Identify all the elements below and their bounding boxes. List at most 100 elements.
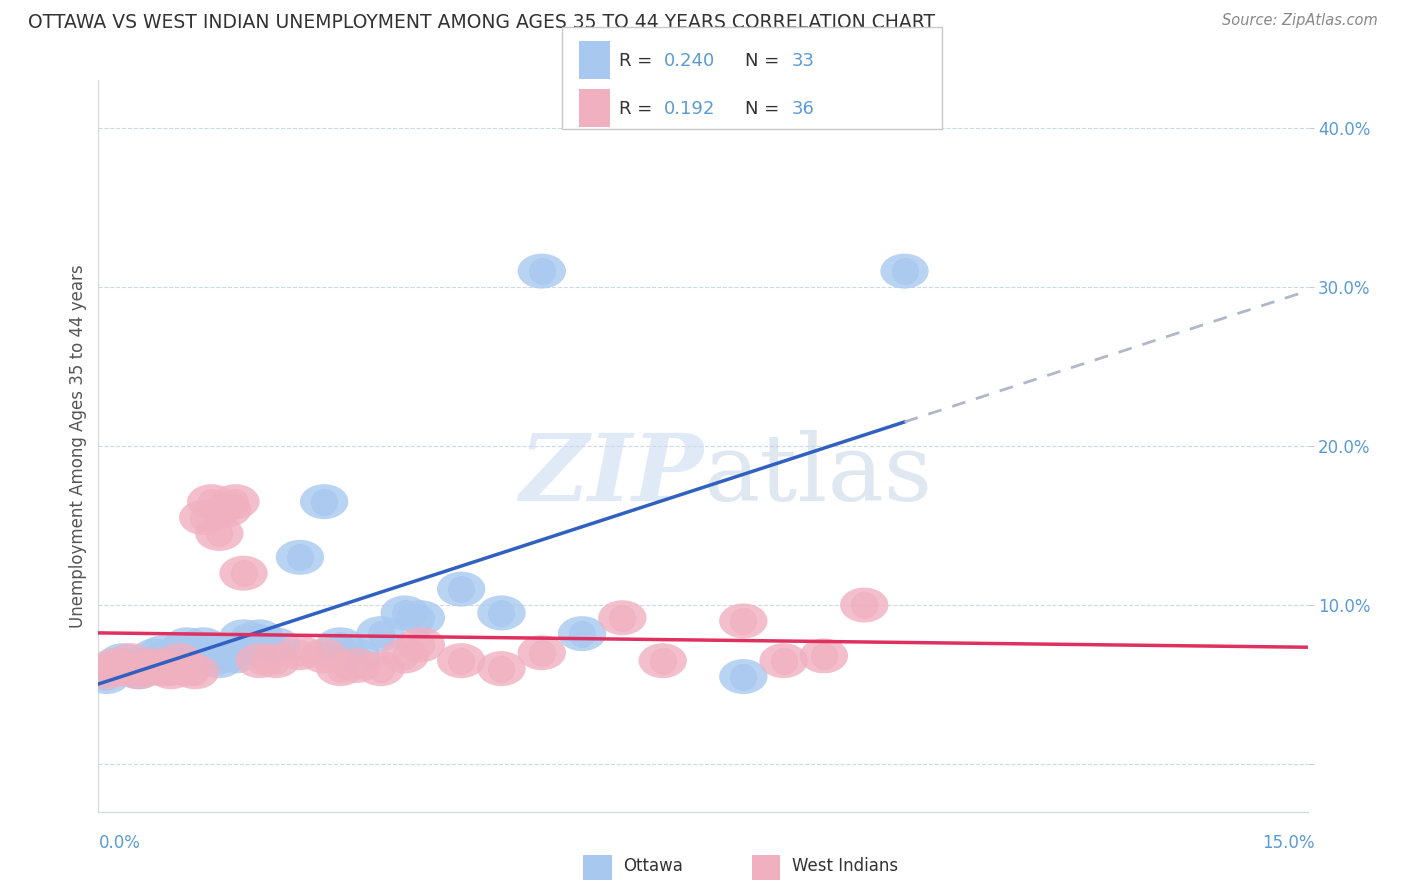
Ellipse shape <box>98 651 146 686</box>
Ellipse shape <box>299 639 349 673</box>
Ellipse shape <box>381 639 429 673</box>
Text: 33: 33 <box>792 52 814 70</box>
Ellipse shape <box>396 627 446 662</box>
Point <box>160 654 183 668</box>
Text: 36: 36 <box>792 100 814 118</box>
Text: N =: N = <box>745 100 785 118</box>
Point <box>184 648 207 663</box>
Point <box>143 658 166 673</box>
Point <box>344 658 367 673</box>
Point <box>176 662 198 676</box>
Point <box>733 614 755 628</box>
Ellipse shape <box>839 588 889 623</box>
Text: N =: N = <box>745 52 785 70</box>
Ellipse shape <box>381 596 429 631</box>
Ellipse shape <box>107 643 155 678</box>
Point <box>176 638 198 652</box>
Ellipse shape <box>90 648 139 683</box>
Point <box>530 264 553 278</box>
Ellipse shape <box>146 655 195 690</box>
Ellipse shape <box>122 648 172 683</box>
Point <box>120 654 142 668</box>
Ellipse shape <box>558 616 606 651</box>
Text: 0.0%: 0.0% <box>98 834 141 852</box>
Text: West Indians: West Indians <box>792 857 897 875</box>
Point <box>530 646 553 660</box>
Ellipse shape <box>276 540 325 574</box>
Point <box>450 582 472 596</box>
Ellipse shape <box>477 651 526 686</box>
Text: ZIP: ZIP <box>519 430 703 520</box>
Ellipse shape <box>276 635 325 670</box>
Point <box>232 630 254 644</box>
Point <box>409 638 432 652</box>
Ellipse shape <box>477 596 526 631</box>
Point <box>103 658 125 673</box>
Point <box>394 606 416 620</box>
Point <box>288 646 311 660</box>
Ellipse shape <box>131 648 179 683</box>
Point <box>813 648 835 663</box>
Ellipse shape <box>638 643 688 678</box>
Text: atlas: atlas <box>703 430 932 520</box>
Point <box>96 665 118 679</box>
Point <box>224 494 246 508</box>
Point <box>160 665 183 679</box>
Point <box>120 662 142 676</box>
Ellipse shape <box>211 484 260 519</box>
Ellipse shape <box>718 659 768 694</box>
Ellipse shape <box>517 253 567 289</box>
Point <box>370 626 392 640</box>
Point <box>111 662 134 676</box>
Point <box>264 654 287 668</box>
Ellipse shape <box>204 635 252 670</box>
Ellipse shape <box>235 643 284 678</box>
Text: OTTAWA VS WEST INDIAN UNEMPLOYMENT AMONG AGES 35 TO 44 YEARS CORRELATION CHART: OTTAWA VS WEST INDIAN UNEMPLOYMENT AMONG… <box>28 13 935 32</box>
Text: 15.0%: 15.0% <box>1263 834 1315 852</box>
Point <box>152 646 174 660</box>
Y-axis label: Unemployment Among Ages 35 to 44 years: Unemployment Among Ages 35 to 44 years <box>69 264 87 628</box>
Point <box>217 502 239 516</box>
Point <box>152 662 174 676</box>
Point <box>135 662 157 676</box>
Point <box>249 654 271 668</box>
Ellipse shape <box>252 627 299 662</box>
Point <box>193 638 215 652</box>
Ellipse shape <box>356 651 405 686</box>
Point <box>249 630 271 644</box>
Ellipse shape <box>356 616 405 651</box>
Point <box>200 642 222 657</box>
Text: Ottawa: Ottawa <box>623 857 683 875</box>
Point <box>264 638 287 652</box>
Point <box>314 648 336 663</box>
Point <box>184 665 207 679</box>
Point <box>143 648 166 663</box>
Ellipse shape <box>187 484 235 519</box>
Text: R =: R = <box>619 52 658 70</box>
Point <box>394 648 416 663</box>
Ellipse shape <box>517 635 567 670</box>
Point <box>103 662 125 676</box>
Point <box>224 648 246 663</box>
Ellipse shape <box>235 619 284 655</box>
Ellipse shape <box>114 655 163 690</box>
Ellipse shape <box>759 643 808 678</box>
Point <box>208 654 231 668</box>
Point <box>111 654 134 668</box>
Ellipse shape <box>90 651 139 686</box>
Ellipse shape <box>146 643 195 678</box>
Ellipse shape <box>299 484 349 519</box>
Point <box>128 665 150 679</box>
Ellipse shape <box>396 600 446 635</box>
Point <box>288 550 311 565</box>
Ellipse shape <box>195 516 243 551</box>
Ellipse shape <box>172 655 219 690</box>
Ellipse shape <box>107 651 155 686</box>
Ellipse shape <box>718 603 768 639</box>
Ellipse shape <box>316 627 364 662</box>
Ellipse shape <box>163 651 211 686</box>
Ellipse shape <box>83 655 131 690</box>
Point <box>893 264 915 278</box>
Ellipse shape <box>800 639 848 673</box>
Point <box>450 654 472 668</box>
